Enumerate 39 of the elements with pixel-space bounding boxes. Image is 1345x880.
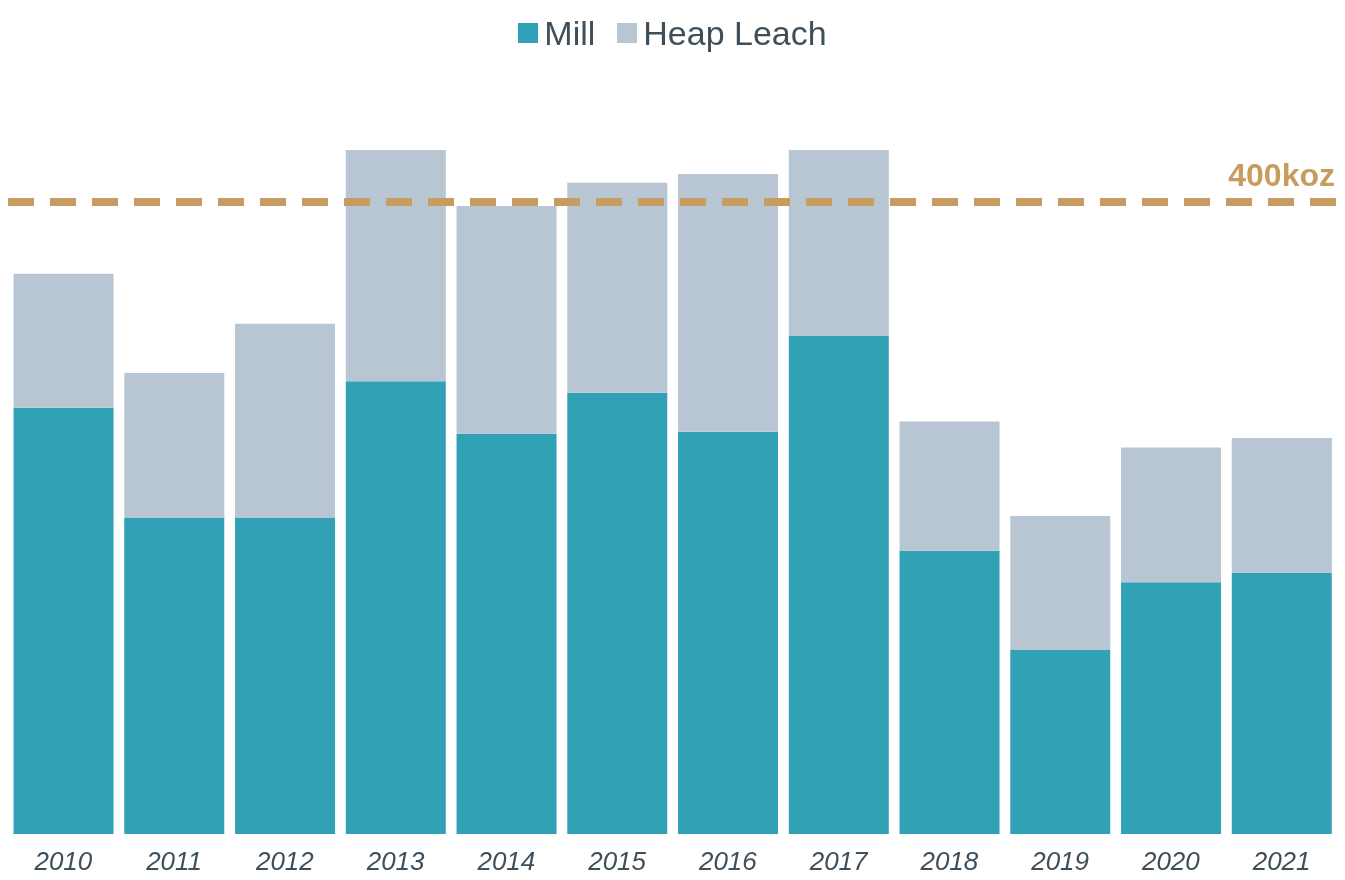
legend-label: Heap Leach: [643, 13, 827, 53]
x-tick-label: 2019: [1030, 846, 1090, 877]
bar: [1010, 515, 1111, 650]
bar: [235, 323, 336, 518]
x-tick-label: 2012: [254, 846, 315, 877]
bar: [1231, 437, 1332, 573]
bar: [678, 173, 779, 432]
x-tick-label: 2016: [697, 846, 758, 877]
x-tick-label: 2018: [919, 846, 979, 877]
bar: [1010, 650, 1111, 834]
bar: [124, 517, 225, 834]
bar: [124, 372, 225, 518]
bar: [1121, 447, 1222, 583]
bar: [1231, 572, 1332, 834]
bar: [788, 336, 889, 834]
bar: [678, 431, 779, 834]
bar: [235, 517, 336, 834]
bar: [899, 550, 1000, 834]
bar: [13, 407, 114, 834]
x-tick-label: 2010: [33, 846, 93, 877]
bar: [456, 206, 557, 434]
x-tick-label: 2014: [476, 846, 536, 877]
bar: [1121, 582, 1222, 834]
ref-line-label: 400koz: [1228, 156, 1335, 193]
bar: [456, 433, 557, 834]
bar: [13, 273, 114, 408]
legend-label: Mill: [544, 13, 596, 53]
bar: [788, 150, 889, 337]
bar: [899, 421, 1000, 551]
x-tick-label: 2011: [145, 846, 203, 877]
x-tick-label: 2020: [1140, 846, 1201, 877]
x-tick-label: 2015: [587, 846, 647, 877]
bar: [345, 381, 446, 834]
bar: [345, 150, 446, 382]
x-tick-label: 2013: [365, 846, 426, 877]
bar: [567, 392, 668, 834]
x-tick-label: 2017: [808, 846, 870, 877]
bar: [567, 182, 668, 393]
x-tick-label: 2021: [1251, 846, 1311, 877]
